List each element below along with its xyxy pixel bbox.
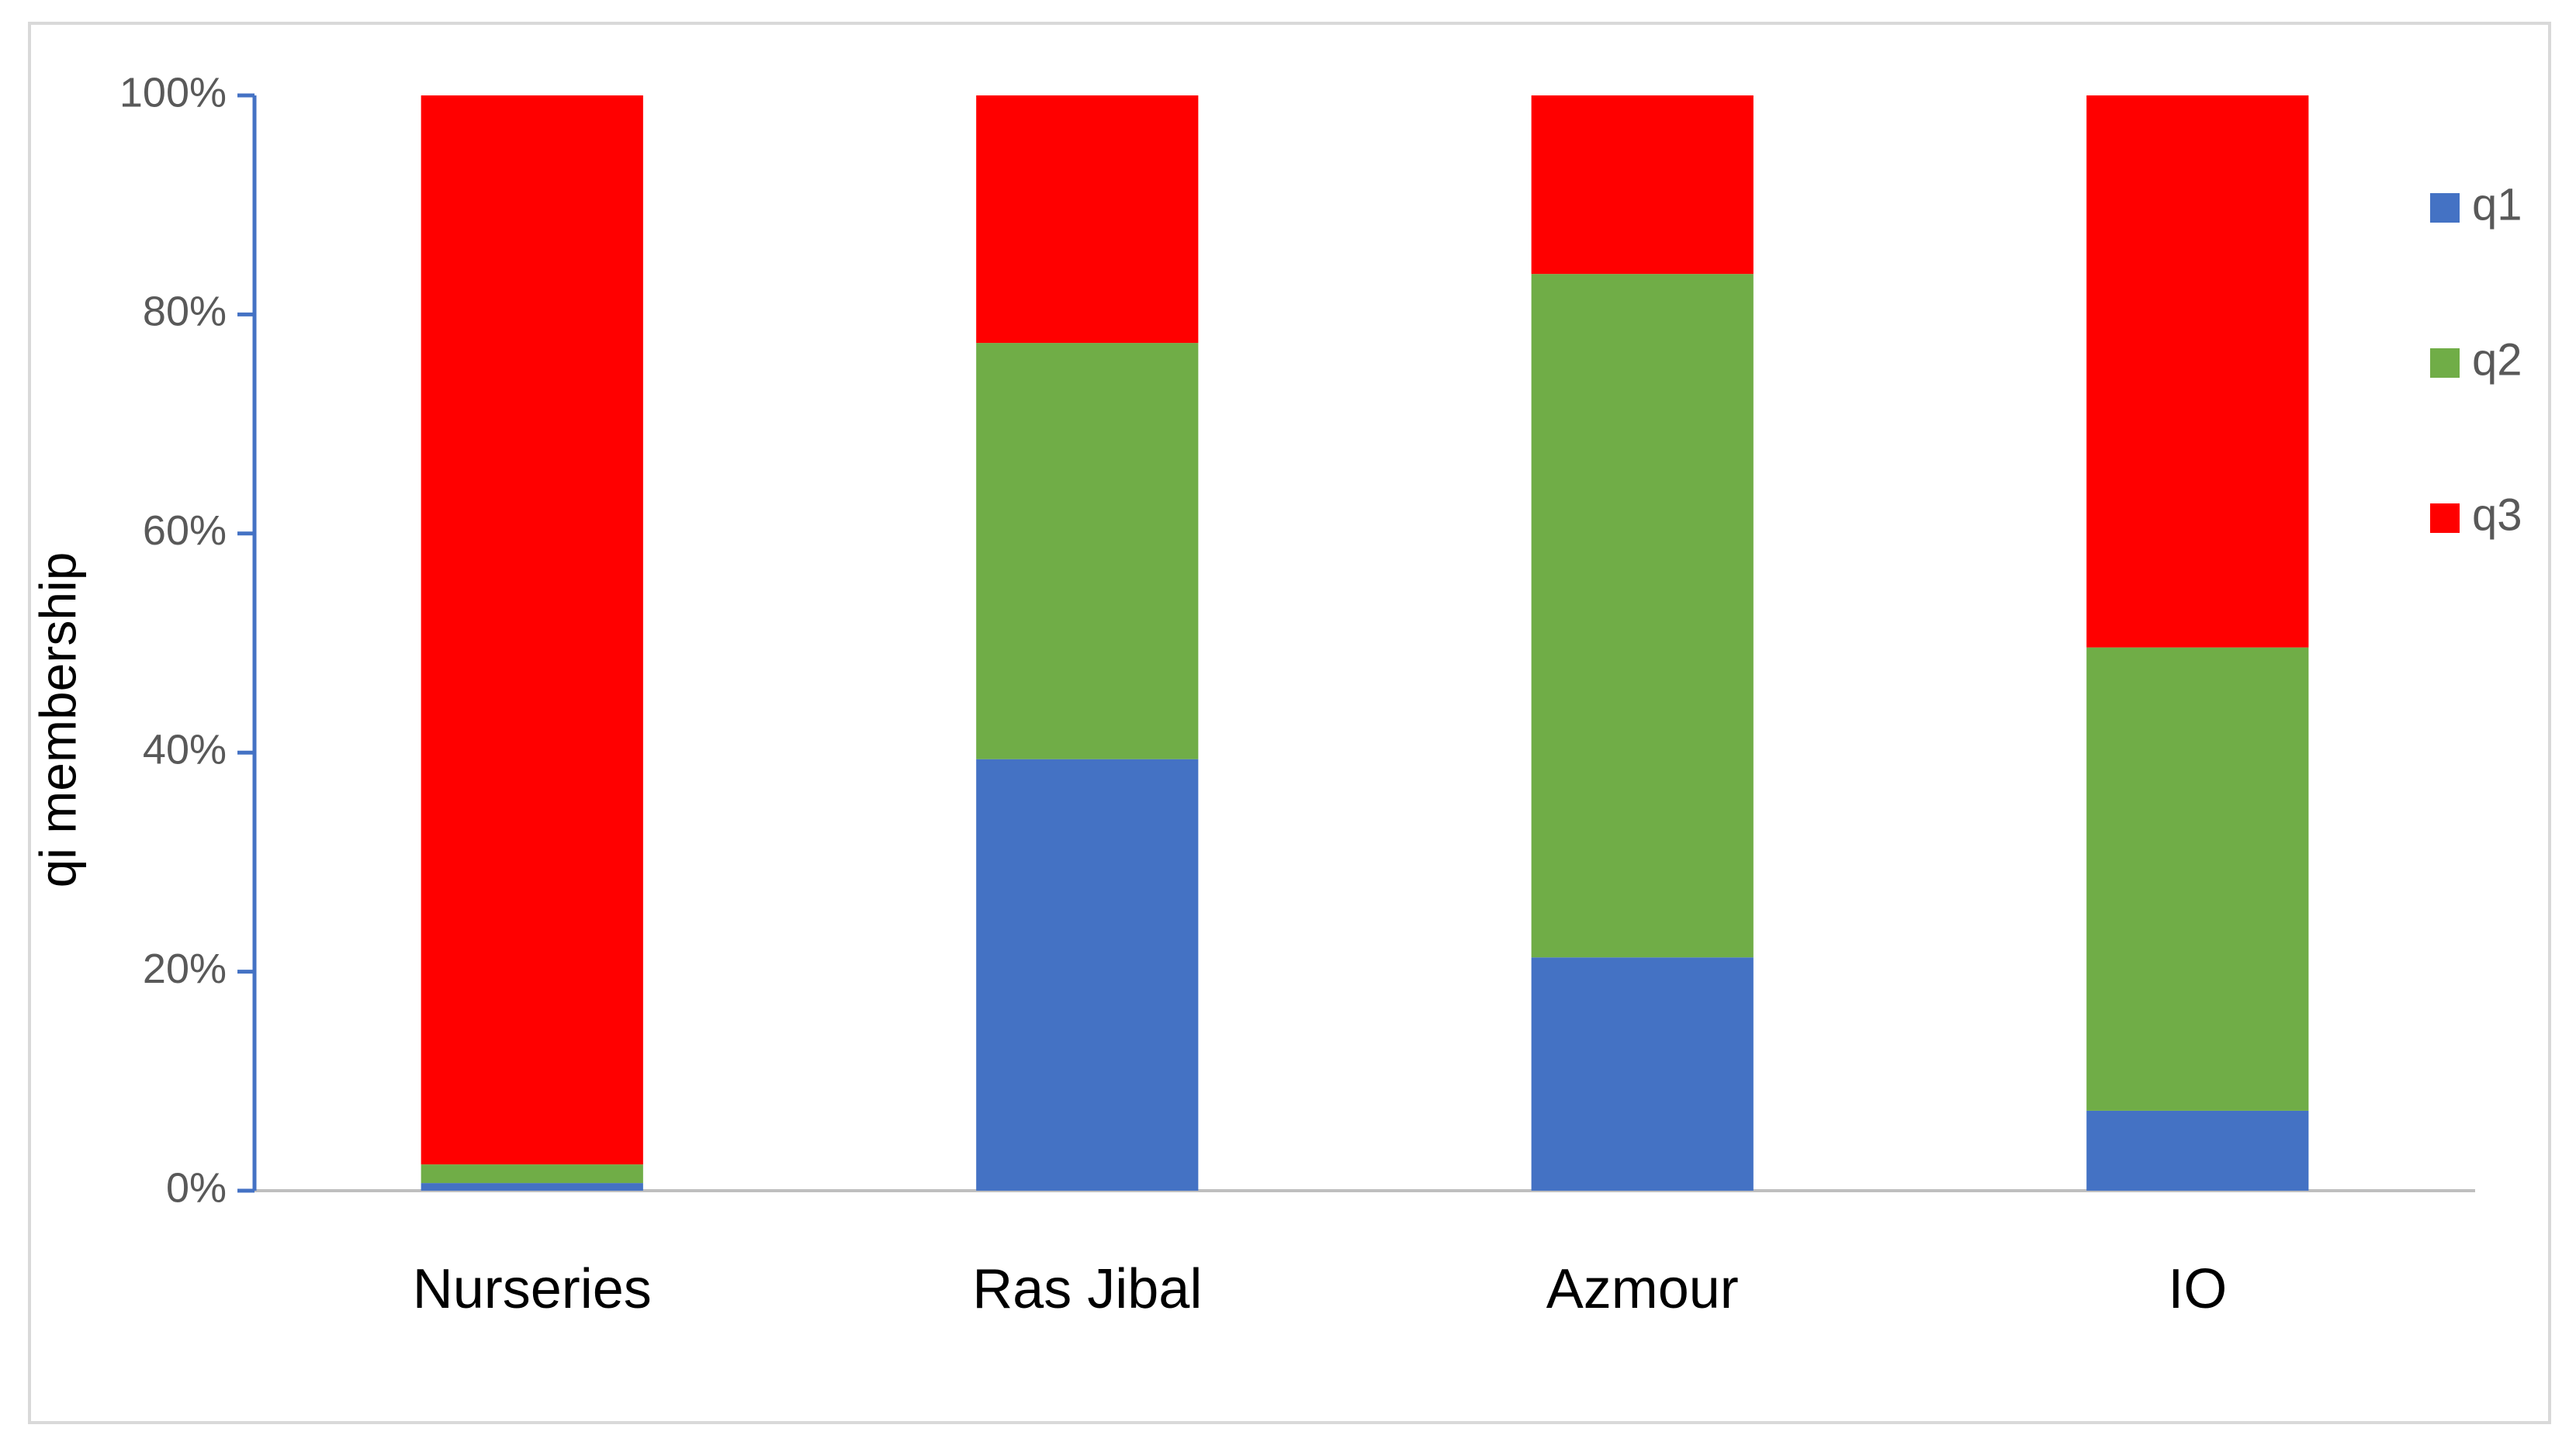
legend-label: q1 [2472,179,2522,230]
bar-segment [2086,95,2309,648]
legend-swatch [2430,193,2460,223]
bar-segment [421,95,643,1165]
bar-segment [1531,274,1754,958]
bar-segment [976,759,1199,1191]
bar-segment [976,343,1199,759]
x-tick-label: Ras Jibal [972,1258,1202,1320]
x-tick-label: IO [2168,1258,2227,1320]
legend-label: q2 [2472,334,2522,385]
y-tick-label: 60% [143,507,227,554]
bar-segment [1531,957,1754,1191]
y-tick-label: 40% [143,726,227,773]
legend-label: q3 [2472,489,2522,540]
bar-segment [2086,1110,2309,1191]
legend-swatch [2430,503,2460,533]
bar-segment [1531,95,1754,275]
y-tick-label: 100% [119,69,227,116]
bar-segment [421,1183,643,1191]
bar-segment [2086,647,2309,1111]
x-tick-label: Nurseries [413,1258,652,1320]
x-tick-label: Azmour [1546,1258,1739,1320]
legend-swatch [2430,348,2460,378]
y-tick-label: 0% [166,1164,227,1211]
y-tick-label: 20% [143,946,227,992]
bar-segment [976,95,1199,344]
y-tick-label: 80% [143,289,227,335]
y-axis-title: qi membership [29,552,86,888]
bar-segment [421,1164,643,1184]
